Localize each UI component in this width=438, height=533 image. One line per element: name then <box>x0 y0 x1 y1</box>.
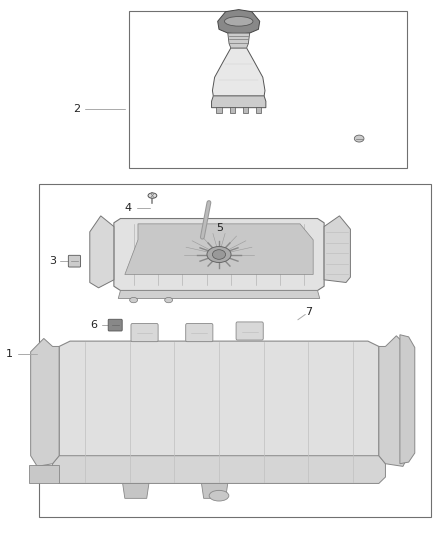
Bar <box>129 11 407 168</box>
Bar <box>29 465 59 483</box>
Polygon shape <box>123 483 149 498</box>
Polygon shape <box>212 96 266 108</box>
Ellipse shape <box>209 490 229 501</box>
Text: 6: 6 <box>91 320 98 330</box>
Ellipse shape <box>148 193 157 198</box>
Text: 5: 5 <box>216 223 223 233</box>
FancyBboxPatch shape <box>131 324 158 342</box>
Bar <box>243 107 248 113</box>
Ellipse shape <box>165 297 173 303</box>
Polygon shape <box>125 224 313 274</box>
Text: 2: 2 <box>73 104 80 114</box>
Ellipse shape <box>224 17 253 26</box>
Ellipse shape <box>354 135 364 142</box>
Text: 3: 3 <box>49 256 56 266</box>
Polygon shape <box>324 216 350 282</box>
Ellipse shape <box>130 297 138 303</box>
Text: 4: 4 <box>125 203 132 213</box>
Polygon shape <box>201 483 228 498</box>
Polygon shape <box>90 216 114 288</box>
Bar <box>216 107 222 113</box>
Polygon shape <box>218 10 260 34</box>
Bar <box>230 107 235 113</box>
Ellipse shape <box>207 246 231 263</box>
FancyBboxPatch shape <box>236 322 263 340</box>
Text: 7: 7 <box>305 307 312 317</box>
Polygon shape <box>379 336 410 466</box>
Polygon shape <box>53 456 385 483</box>
Polygon shape <box>118 290 320 298</box>
Polygon shape <box>114 219 324 290</box>
Polygon shape <box>400 335 415 464</box>
FancyBboxPatch shape <box>68 255 81 267</box>
Ellipse shape <box>212 249 226 260</box>
FancyBboxPatch shape <box>186 324 213 342</box>
FancyBboxPatch shape <box>108 319 122 331</box>
Bar <box>256 107 261 113</box>
Bar <box>39 184 431 517</box>
Polygon shape <box>59 341 379 462</box>
Polygon shape <box>31 338 59 466</box>
Polygon shape <box>228 33 250 48</box>
Text: 1: 1 <box>6 350 13 359</box>
Polygon shape <box>212 48 265 96</box>
